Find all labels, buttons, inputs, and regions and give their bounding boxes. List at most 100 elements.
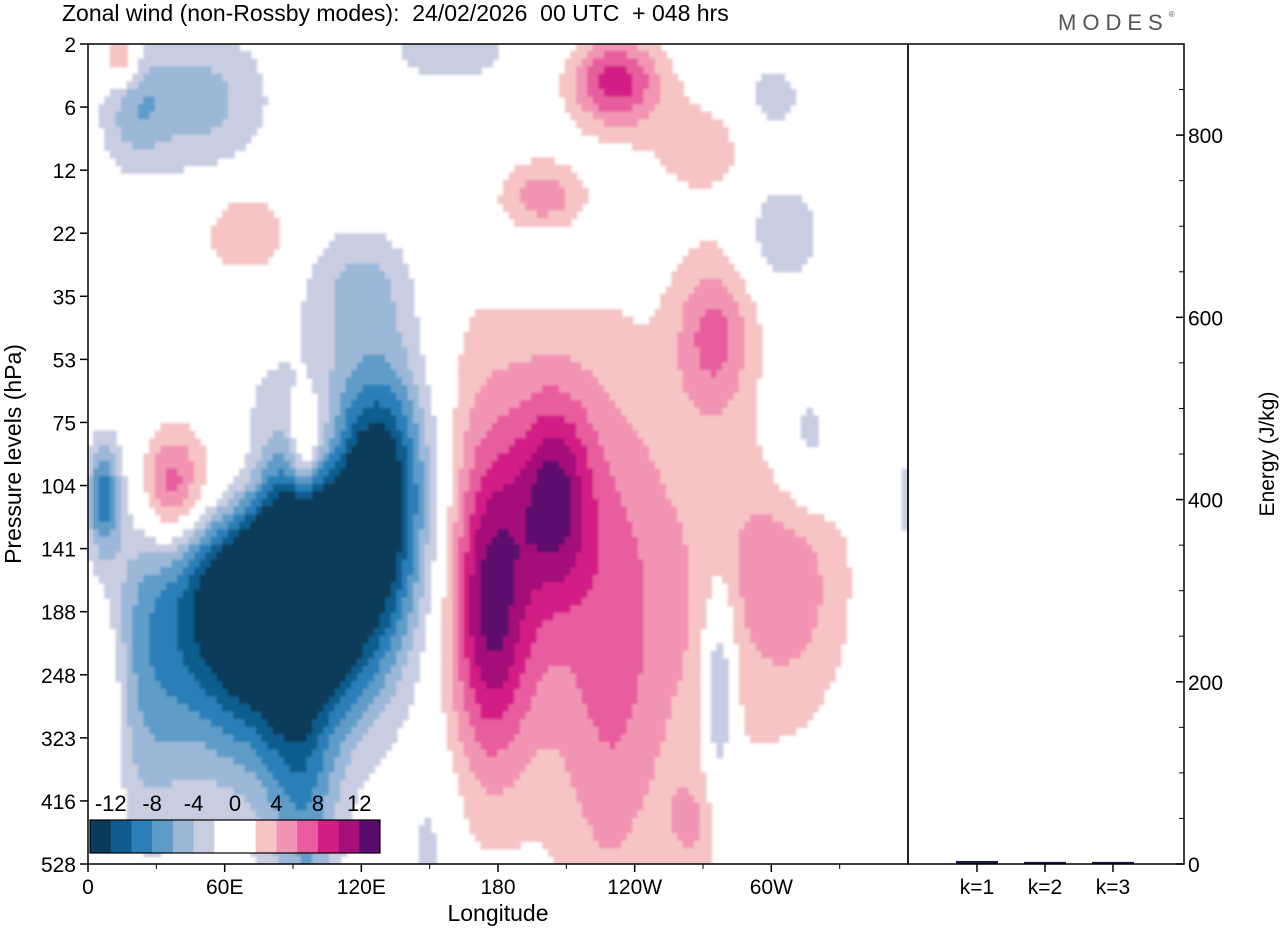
heatmap-cell xyxy=(474,415,482,425)
heatmap-cell xyxy=(233,248,241,258)
heatmap-cell xyxy=(317,483,325,493)
heatmap-cell xyxy=(750,423,757,432)
heatmap-cell xyxy=(188,81,196,91)
heatmap-cell xyxy=(137,552,145,561)
heatmap-cell xyxy=(733,278,741,288)
heatmap-cell xyxy=(716,415,724,425)
heatmap-cell xyxy=(665,286,673,296)
heatmap-cell xyxy=(480,529,488,539)
heatmap-cell xyxy=(424,445,432,455)
heatmap-cell xyxy=(480,407,488,417)
heatmap-cell xyxy=(362,460,370,470)
heatmap-cell xyxy=(626,385,634,394)
heatmap-cell xyxy=(379,529,387,539)
heatmap-cell xyxy=(626,438,634,447)
heatmap-cell xyxy=(626,400,634,410)
heatmap-cell xyxy=(328,324,336,334)
heatmap-cell xyxy=(143,119,151,129)
heatmap-cell xyxy=(250,58,258,68)
heatmap-cell xyxy=(469,559,477,569)
heatmap-cell xyxy=(368,574,376,584)
heatmap-cell xyxy=(632,50,640,60)
heatmap-cell xyxy=(463,468,471,478)
heatmap-cell xyxy=(750,415,757,425)
heatmap-cell xyxy=(115,552,123,561)
heatmap-cell xyxy=(671,88,679,98)
heatmap-cell xyxy=(171,567,179,577)
heatmap-cell xyxy=(710,347,718,356)
heatmap-cell xyxy=(772,248,780,258)
heatmap-cell xyxy=(733,514,741,523)
heatmap-cell xyxy=(480,44,488,53)
heatmap-cell xyxy=(396,324,404,334)
heatmap-cell xyxy=(486,339,493,349)
heatmap-cell xyxy=(766,552,774,561)
heatmap-cell xyxy=(255,574,263,584)
heatmap-cell xyxy=(559,88,566,98)
heatmap-cell xyxy=(278,453,286,463)
heatmap-cell xyxy=(373,392,381,402)
heatmap-cell xyxy=(182,58,190,68)
heatmap-cell xyxy=(761,73,769,83)
heatmap-cell xyxy=(199,142,207,151)
heatmap-cell xyxy=(592,392,600,402)
heatmap-cell xyxy=(283,552,291,561)
heatmap-cell xyxy=(637,134,645,144)
heatmap-cell xyxy=(177,506,185,516)
heatmap-cell xyxy=(761,529,769,539)
heatmap-cell xyxy=(519,354,527,364)
heatmap-cell xyxy=(598,339,606,349)
heatmap-cell xyxy=(828,552,836,561)
heatmap-cell xyxy=(660,88,668,98)
heatmap-cell xyxy=(677,331,684,341)
heatmap-cell xyxy=(295,574,303,584)
heatmap-cell xyxy=(716,559,724,569)
heatmap-cell xyxy=(323,476,331,485)
heatmap-cell xyxy=(553,331,561,341)
heatmap-cell xyxy=(317,347,325,356)
heatmap-cell xyxy=(463,453,471,463)
heatmap-cell xyxy=(239,506,246,516)
heatmap-cell xyxy=(620,81,628,91)
heatmap-cell xyxy=(182,149,190,159)
heatmap-cell xyxy=(643,96,651,106)
heatmap-cell xyxy=(407,567,415,577)
heatmap-cell xyxy=(463,574,471,584)
heatmap-cell xyxy=(620,521,628,531)
heatmap-cell xyxy=(649,126,656,136)
heatmap-cell xyxy=(508,559,516,569)
heatmap-cell xyxy=(418,506,426,516)
heatmap-cell xyxy=(98,559,106,569)
heatmap-cell xyxy=(643,445,651,455)
heatmap-cell xyxy=(531,567,538,577)
heatmap-cell xyxy=(547,544,555,554)
heatmap-cell xyxy=(137,567,145,577)
heatmap-cell xyxy=(121,164,128,174)
heatmap-cell xyxy=(379,347,387,356)
heatmap-cell xyxy=(710,286,718,296)
heatmap-cell xyxy=(693,278,701,288)
heatmap-cell xyxy=(244,58,252,68)
heatmap-cell xyxy=(536,544,544,554)
heatmap-cell xyxy=(154,468,162,478)
heatmap-cell xyxy=(396,445,404,455)
heatmap-cell xyxy=(744,445,752,455)
heatmap-cell xyxy=(239,567,246,577)
heatmap-cell xyxy=(553,559,561,569)
heatmap-cell xyxy=(576,44,583,53)
heatmap-cell xyxy=(547,529,555,539)
heatmap-cell xyxy=(592,514,600,523)
heatmap-cell xyxy=(115,544,123,554)
heatmap-cell xyxy=(564,544,572,554)
heatmap-cell xyxy=(244,476,252,485)
heatmap-cell xyxy=(194,50,201,60)
heatmap-cell xyxy=(677,119,684,129)
heatmap-cell xyxy=(806,415,814,425)
heatmap-cell xyxy=(407,44,415,53)
heatmap-cell xyxy=(160,81,168,91)
heatmap-cell xyxy=(693,392,701,402)
heatmap-cell xyxy=(210,574,218,584)
heatmap-cell xyxy=(744,536,752,546)
heatmap-cell xyxy=(738,460,746,470)
heatmap-cell xyxy=(795,529,802,539)
